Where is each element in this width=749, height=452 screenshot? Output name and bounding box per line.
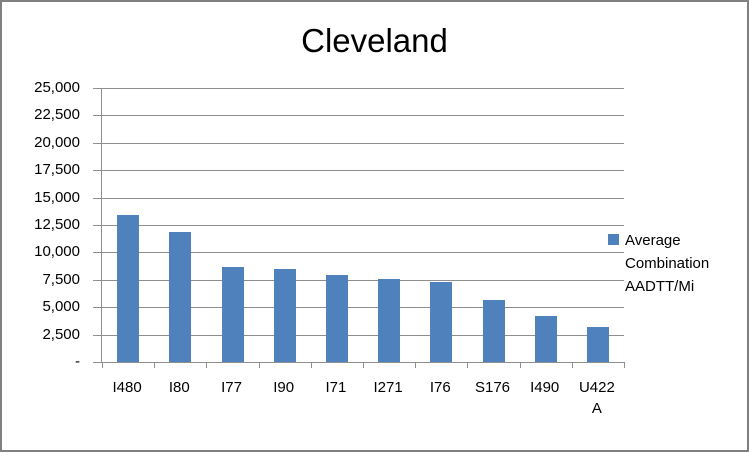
bar-u422-a [586, 326, 609, 362]
bar-i77 [221, 267, 244, 362]
x-axis-tick [363, 362, 364, 368]
y-axis-tick-label: 10,000 [34, 243, 80, 261]
bar-i490 [534, 315, 557, 362]
bar-s176 [482, 299, 505, 362]
gridline [102, 225, 624, 226]
x-axis-category-label: I80 [168, 379, 190, 396]
y-axis-tick [93, 362, 102, 363]
y-axis-tick [93, 279, 102, 281]
x-axis-tick [154, 362, 156, 368]
y-axis-tick [93, 142, 102, 144]
y-axis-tick [93, 334, 102, 336]
y-axis-tick [93, 252, 102, 254]
x-axis-category-label: I76 [429, 379, 451, 396]
bar-i90 [273, 269, 296, 362]
bar-i71 [325, 274, 348, 362]
gridline [102, 334, 624, 336]
bar-i76 [430, 282, 453, 362]
y-axis-tick [93, 307, 102, 309]
x-axis-tick [102, 362, 103, 368]
bar-i480 [117, 215, 140, 362]
x-axis-tick [258, 362, 260, 368]
y-axis-tick-label: 17,500 [34, 161, 80, 179]
gridline [102, 307, 624, 309]
y-axis-tick-label: - [75, 353, 80, 370]
y-axis-tick [93, 197, 102, 199]
legend-series-marker-icon [608, 234, 619, 245]
legend-series-label: Average Combination AADTT/Mi [625, 232, 710, 295]
x-axis-category-label: I480 [112, 379, 142, 396]
x-axis-category-label: I271 [373, 379, 403, 396]
x-axis-tick [415, 362, 417, 368]
gridline [102, 142, 624, 144]
y-axis-tick-label: 2,500 [42, 325, 80, 343]
gridline [102, 170, 624, 172]
gridline [102, 115, 624, 117]
x-axis-category-label: I77 [221, 379, 242, 396]
x-axis-tick [310, 362, 312, 368]
y-axis-tick-label: 20,000 [34, 133, 80, 151]
gridline [102, 279, 624, 281]
x-axis-tick [519, 362, 521, 368]
legend: Average Combination AADTT/Mi [608, 229, 743, 298]
x-axis-category-label: I490 [530, 379, 560, 396]
x-axis-tick [206, 362, 208, 368]
x-axis-category-label: U422 A [578, 379, 615, 417]
gridline [102, 252, 624, 254]
bar-i271 [378, 279, 401, 362]
bar-i80 [169, 232, 192, 362]
y-axis-tick-label: 25,000 [34, 79, 80, 96]
y-axis-tick-label: 7,500 [42, 270, 80, 288]
x-axis-tick [467, 362, 469, 368]
y-axis-tick-label: 15,000 [34, 188, 80, 206]
y-axis-tick-label: 22,500 [34, 106, 80, 124]
plot-area [93, 88, 625, 368]
y-axis-tick [93, 225, 102, 226]
y-axis-tick [93, 115, 102, 117]
x-axis-tick [571, 362, 573, 368]
y-axis-tick [93, 170, 102, 172]
y-axis-tick [93, 88, 102, 89]
y-axis-tick-label: 5,000 [42, 298, 80, 316]
x-axis-category-label: I90 [273, 379, 295, 396]
y-axis-tick-label: 12,500 [34, 216, 80, 233]
gridline [102, 197, 624, 199]
x-axis-category-label: S176 [474, 379, 511, 396]
gridline [102, 88, 624, 89]
chart-title: Cleveland [301, 22, 448, 59]
x-axis-tick [624, 362, 625, 368]
x-axis-category-label: I71 [325, 379, 347, 396]
